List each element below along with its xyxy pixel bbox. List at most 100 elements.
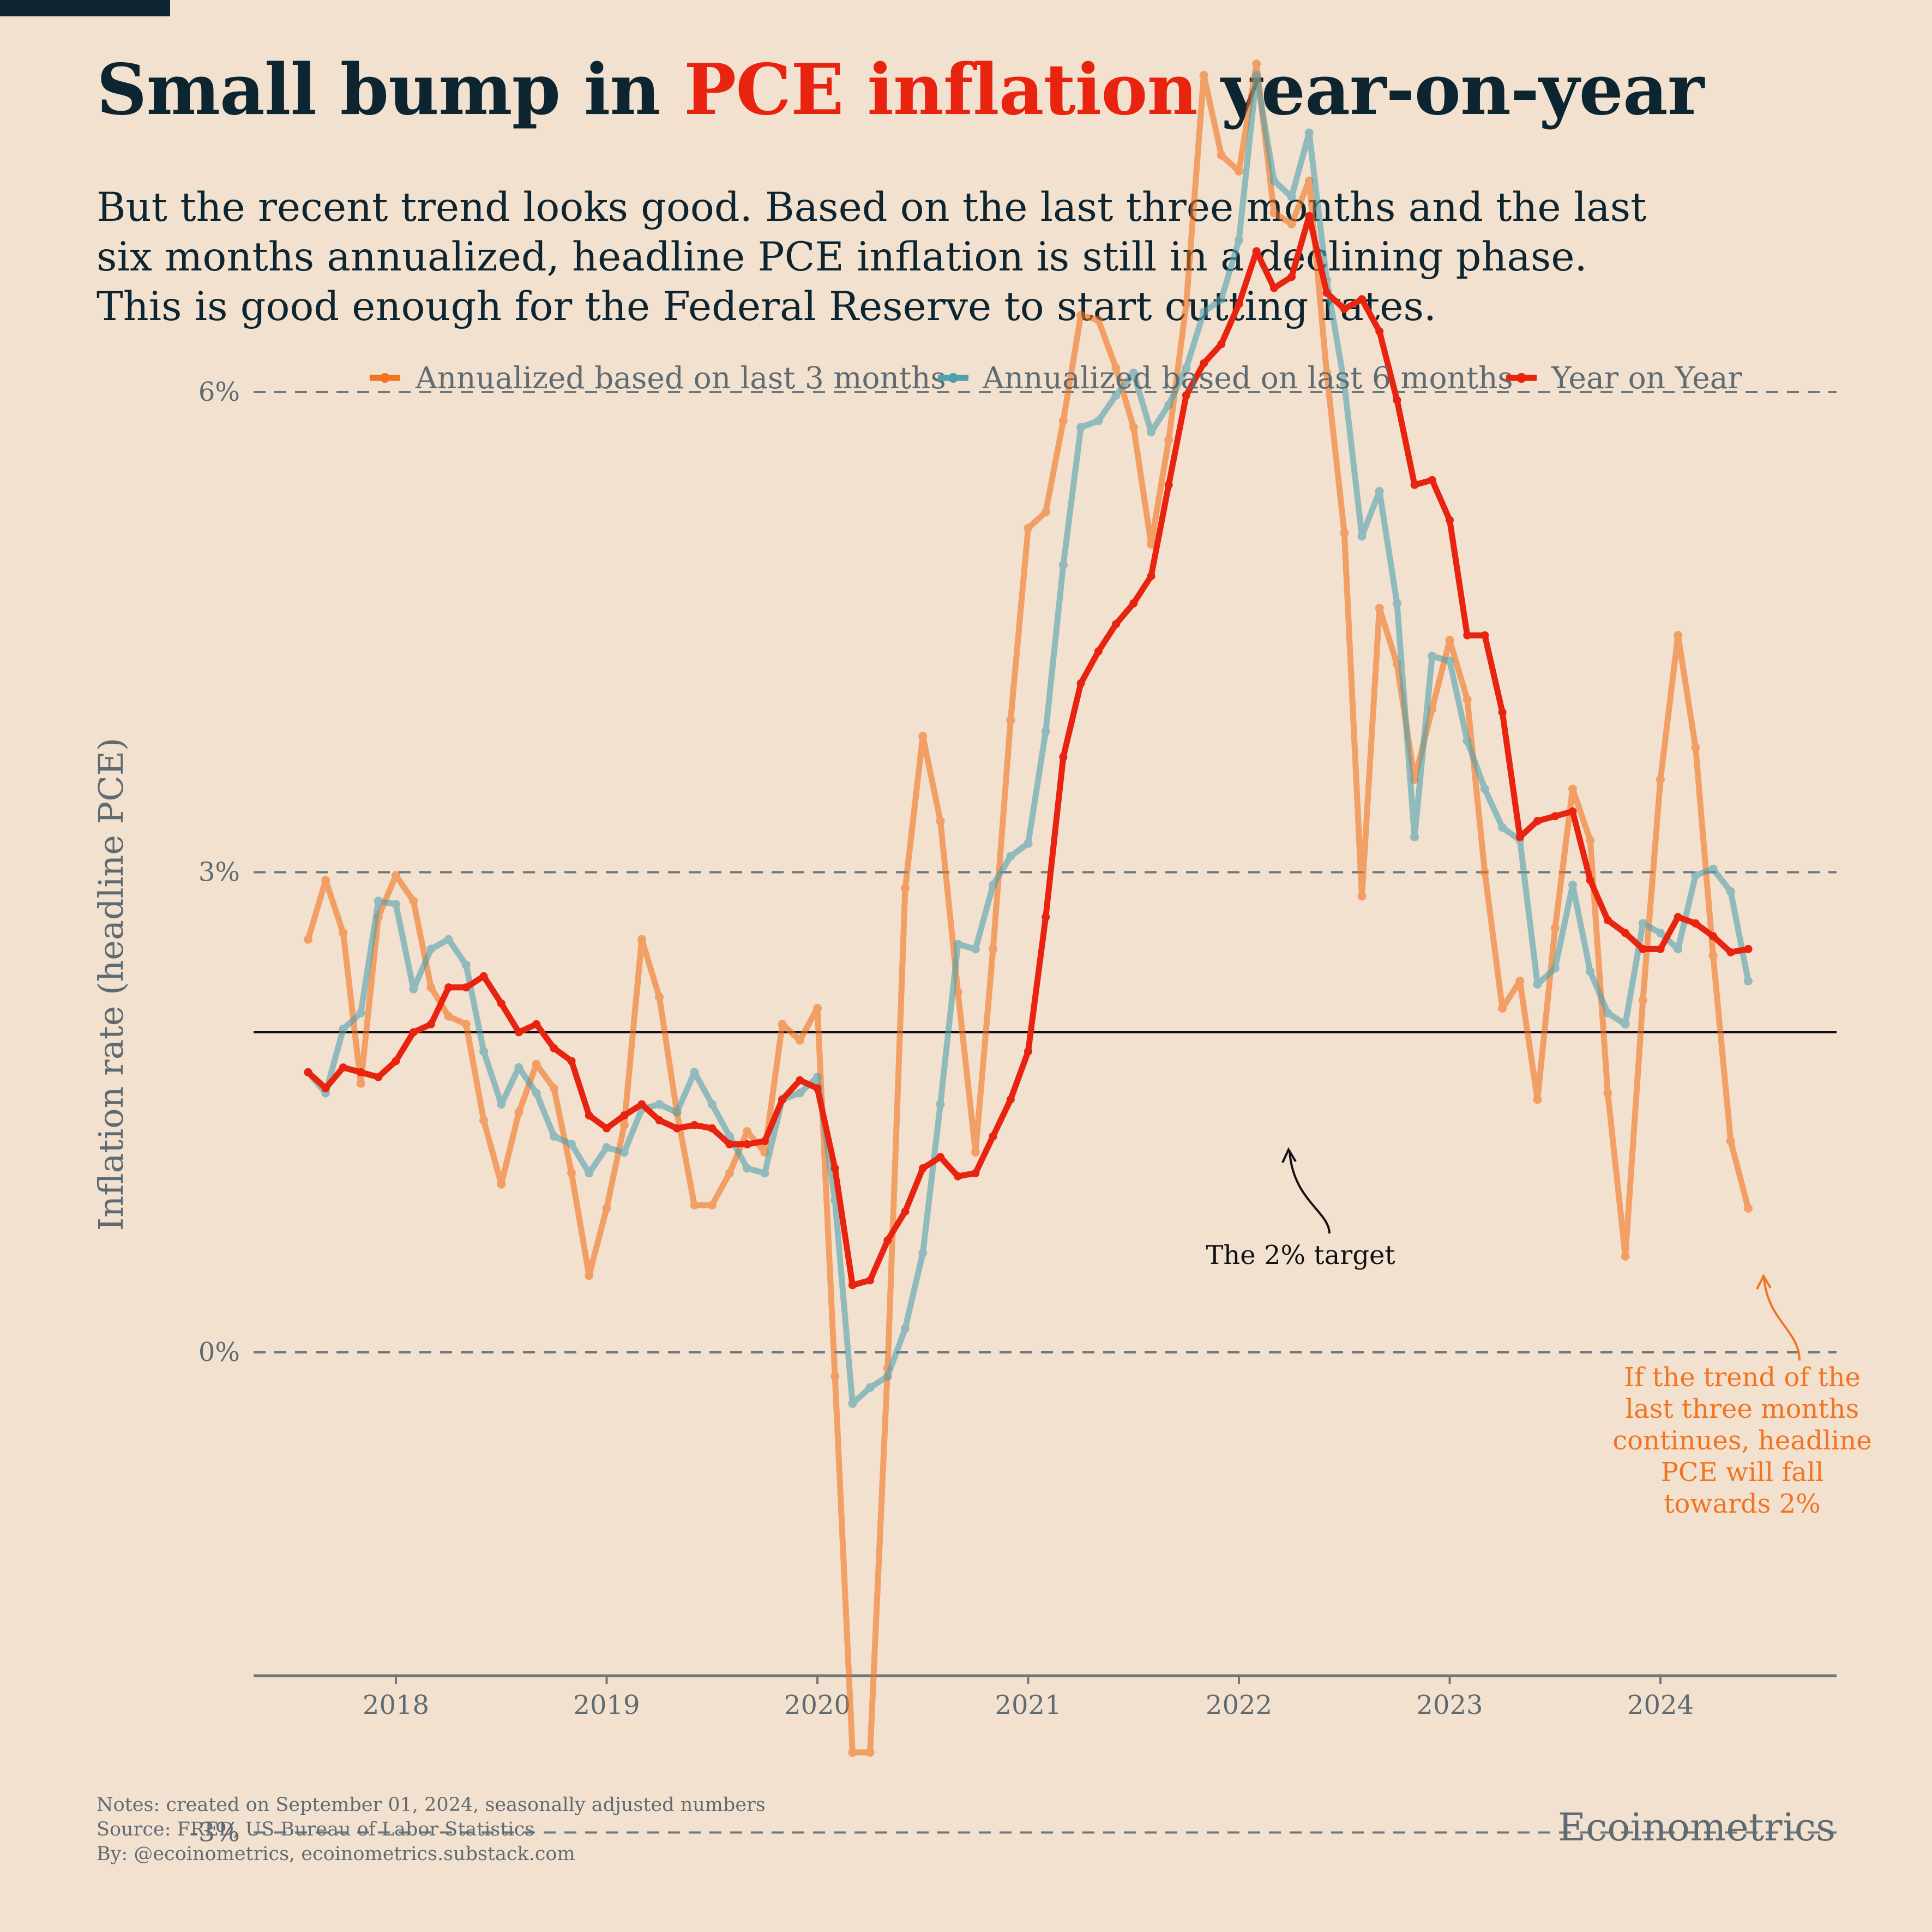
data-point [532,1088,541,1098]
series-3 [304,212,1753,1290]
data-point [1304,176,1314,185]
data-point [848,1399,857,1408]
data-point [1551,812,1560,821]
data-point [619,1148,629,1157]
data-point [1726,887,1735,896]
data-point [1269,208,1279,218]
data-point [497,1100,506,1109]
data-point [304,935,312,944]
annotation-line: continues, headline [1612,1425,1871,1456]
series-lines [304,59,1753,1757]
data-point [1058,416,1068,425]
data-point [918,1249,928,1257]
data-point [655,1116,664,1124]
data-point [1164,400,1173,410]
data-point [1410,832,1419,841]
data-point [1147,428,1155,437]
data-point [1638,919,1647,928]
data-point [321,1084,330,1093]
data-point [1129,423,1138,432]
data-point [1708,864,1718,874]
data-point [1691,743,1700,752]
data-point [620,1111,629,1120]
data-point [760,1169,769,1178]
data-point [901,1324,910,1333]
data-point [1586,835,1595,845]
data-point [989,881,998,889]
title-suffix: year-on-year [1197,49,1704,131]
data-point [954,1172,962,1181]
data-point [619,1121,629,1130]
data-point [1024,1047,1032,1056]
target-arrow [1289,1150,1331,1234]
data-point [1744,944,1753,953]
data-point [971,1169,980,1177]
data-point [1533,980,1542,989]
title-prefix: Small bump in [97,49,684,131]
data-point [1533,1095,1542,1104]
legend-marker [1516,373,1526,383]
data-point [409,984,418,994]
data-point [585,1169,594,1178]
data-point [901,1207,910,1216]
data-point [497,1179,506,1189]
data-point [339,1025,348,1034]
data-point [549,1084,558,1093]
data-point [1358,295,1366,304]
data-point [813,1004,822,1013]
data-point [444,983,453,992]
data-point [1691,919,1700,928]
x-tick-label: 2018 [363,1690,429,1720]
data-point [1621,929,1630,937]
subtitle-line: six months annualized, headline PCE infl… [97,234,1587,280]
data-point [1199,70,1208,80]
data-point [1147,539,1155,549]
data-point [1603,916,1612,924]
legend-label: Year on Year [1551,360,1743,395]
data-point [1252,59,1261,69]
data-point [1112,620,1120,629]
data-point [602,1203,611,1213]
chart-notes: Notes: created on September 01, 2024, se… [97,1793,766,1867]
data-point [1217,294,1226,304]
data-point [1111,390,1121,400]
series-line [305,61,1752,1756]
data-point [1304,128,1314,137]
data-point [1515,833,1524,841]
data-point [672,1108,682,1117]
data-point [1164,480,1173,489]
data-point [426,944,436,954]
data-point [339,1063,347,1072]
data-point [918,732,928,741]
data-point [1410,480,1419,489]
data-point [813,1073,822,1082]
data-point [532,1020,541,1028]
data-point [672,1124,681,1133]
data-point [1217,151,1226,160]
data-point [1726,948,1735,956]
data-point [796,1076,804,1085]
data-point [690,1121,699,1129]
data-point [1235,300,1243,309]
y-tick-label: 3% [198,857,240,888]
annotation-line: last three months [1626,1394,1859,1424]
data-point [1235,236,1243,245]
title-highlight: PCE inflation [683,49,1198,131]
legend-marker [948,373,958,383]
data-point [1568,881,1577,889]
data-point [1006,715,1015,725]
data-point [883,1236,892,1245]
x-tick-label: 2020 [784,1690,851,1720]
data-point [760,1137,769,1146]
data-point [813,1084,822,1093]
data-point [830,1164,839,1172]
data-point [1656,944,1665,953]
data-point [409,1028,418,1037]
data-point [1042,913,1050,922]
data-point [1639,944,1647,953]
data-point [690,1068,699,1077]
data-point [1462,695,1472,704]
data-point [637,935,646,944]
data-point [971,944,980,954]
data-point [515,1028,523,1037]
